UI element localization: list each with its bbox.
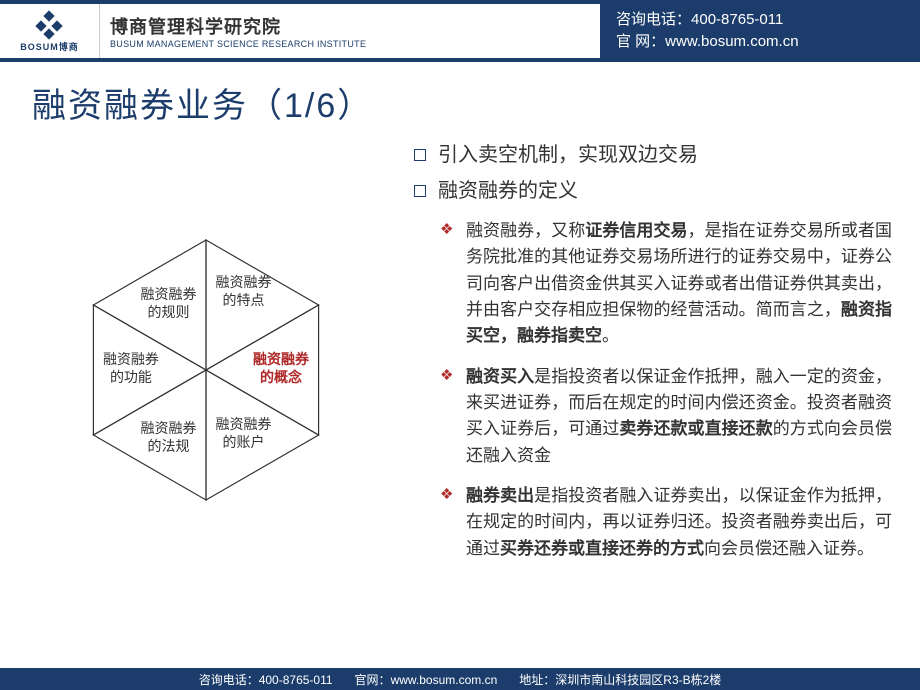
content-area: 融资融券的特点融资融券的概念融资融券的账户融资融券的法规 融资融券的功能 融资融券的… <box>0 130 920 666</box>
header-contact: 咨询电话：400-8765-011 官 网：www.bosum.com.cn <box>600 4 920 58</box>
hexagon-diagram: 融资融券的特点融资融券的概念融资融券的账户融资融券的法规 融资融券的功能 融资融券的… <box>36 220 376 520</box>
footer-bar: 咨询电话：400-8765-011 官网：www.bosum.com.cn 地址… <box>0 668 920 690</box>
bullet-level2: 融资融券，又称证券信用交易，是指在证券交易所或者国务院批准的其他证券交易场所进行… <box>410 218 892 350</box>
header-site: 官 网：www.bosum.com.cn <box>616 31 894 54</box>
svg-text:融资融券的特点: 融资融券的特点 <box>216 274 272 308</box>
header-bar: BOSUM博商 博商管理科学研究院 BUSUM MANAGEMENT SCIEN… <box>0 0 920 62</box>
logo-icon <box>33 10 67 40</box>
svg-text:融资融券的规则: 融资融券的规则 <box>140 286 196 320</box>
svg-text:融资融券的账户: 融资融券的账户 <box>216 416 272 450</box>
institute-cn: 博商管理科学研究院 <box>110 13 366 39</box>
institute-name: 博商管理科学研究院 BUSUM MANAGEMENT SCIENCE RESEA… <box>110 13 366 49</box>
logo: BOSUM博商 <box>0 4 100 58</box>
footer-site: 官网：www.bosum.com.cn <box>355 671 498 688</box>
bullet-level1: 引入卖空机制，实现双边交易 <box>410 142 892 168</box>
svg-text:融资融券的法规: 融资融券的法规 <box>140 420 196 454</box>
page-title: 融资融券业务（1/6） <box>0 62 920 137</box>
bullets: 引入卖空机制，实现双边交易融资融券的定义 融资融券，又称证券信用交易，是指在证券… <box>410 142 892 572</box>
bullet-level2: 融资买入是指投资者以保证金作抵押，融入一定的资金，来买进证券，而后在规定的时间内… <box>410 364 892 469</box>
svg-text:融资融券的概念: 融资融券的概念 <box>253 351 310 385</box>
bullet-level1: 融资融券的定义 <box>410 178 892 204</box>
institute-en: BUSUM MANAGEMENT SCIENCE RESEARCH INSTIT… <box>110 39 366 49</box>
svg-text:融资融券的功能: 融资融券的功能 <box>103 351 159 385</box>
footer-addr: 地址：深圳市南山科技园区R3-B栋2楼 <box>519 671 721 688</box>
logo-text: BOSUM博商 <box>20 40 79 53</box>
footer-phone: 咨询电话：400-8765-011 <box>199 671 333 688</box>
bullet-level2: 融券卖出是指投资者融入证券卖出，以保证金作为抵押，在规定的时间内，再以证券归还。… <box>410 483 892 562</box>
header-phone: 咨询电话：400-8765-011 <box>616 9 894 32</box>
